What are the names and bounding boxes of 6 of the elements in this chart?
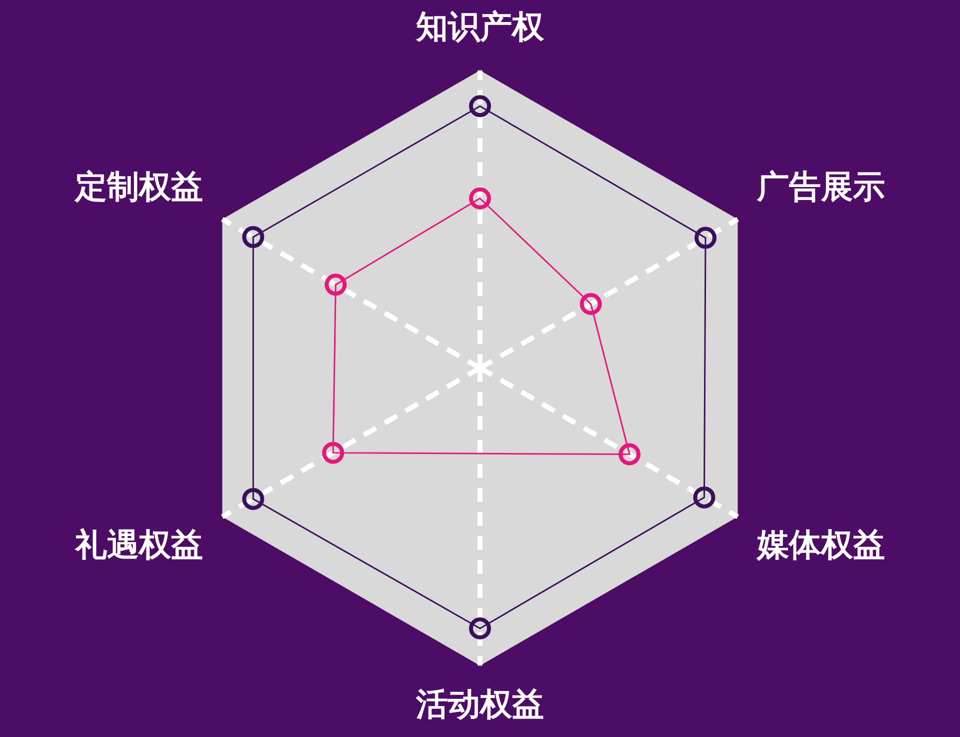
spoke-label: 定制权益 bbox=[74, 167, 204, 206]
spoke-label: 广告展示 bbox=[756, 167, 885, 206]
spoke-label: 知识产权 bbox=[415, 8, 545, 46]
spoke-label: 活动权益 bbox=[415, 685, 544, 724]
spoke-label: 礼遇权益 bbox=[74, 525, 204, 564]
spoke-label: 媒体权益 bbox=[756, 525, 885, 564]
